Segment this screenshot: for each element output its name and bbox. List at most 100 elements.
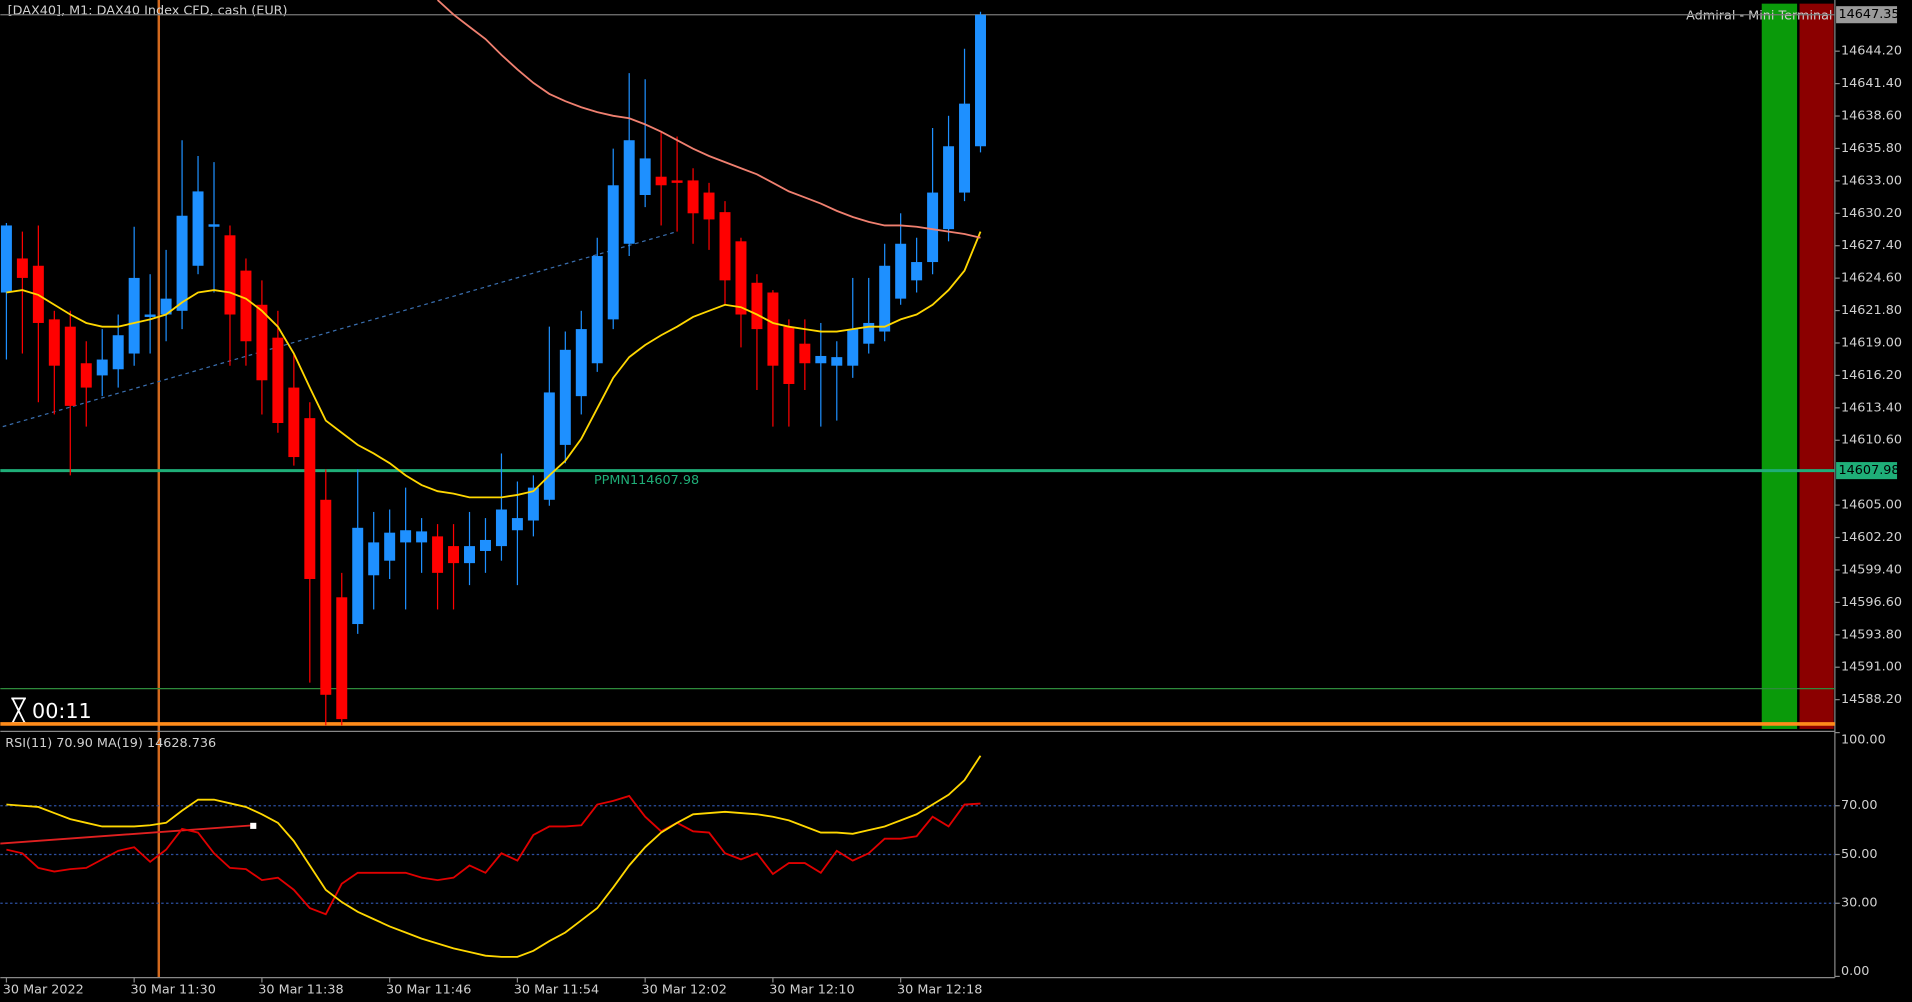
candle-body — [607, 185, 619, 320]
candle-body — [192, 191, 204, 266]
candle-body — [783, 326, 795, 384]
y-tick-label: 14593.80 — [1841, 627, 1902, 642]
candle-body — [208, 224, 220, 227]
y-tick-label: 14596.60 — [1841, 595, 1902, 610]
candle-body — [575, 329, 587, 397]
y-tick-label: 30.00 — [1841, 896, 1878, 911]
y-tick-label: 50.00 — [1841, 847, 1878, 862]
y-tick-label: 14616.20 — [1841, 368, 1902, 383]
candle-body — [48, 319, 60, 366]
candle-body — [959, 103, 971, 193]
candle-body — [240, 270, 252, 342]
candle-body — [368, 542, 380, 576]
y-tick-label: 14605.00 — [1841, 498, 1902, 513]
y-tick-label: 14602.20 — [1841, 530, 1902, 545]
candle-body — [416, 531, 428, 543]
chart-title: [DAX40], M1: DAX40 Index CFD, cash (EUR) — [8, 3, 288, 18]
x-tick-label: 30 Mar 11:46 — [386, 982, 471, 997]
sell-panel[interactable] — [1799, 3, 1834, 729]
candle-body — [16, 258, 28, 278]
moving-average — [436, 0, 981, 239]
candle-body — [719, 212, 731, 281]
candle-body — [224, 235, 236, 315]
candle-body — [432, 536, 444, 573]
candle-body — [479, 539, 491, 551]
y-tick-label: 14641.40 — [1841, 76, 1902, 91]
y-tick-label: 14588.20 — [1841, 692, 1902, 707]
candle-body — [799, 343, 811, 364]
candle-body — [304, 418, 316, 579]
y-tick-label: 14591.00 — [1841, 660, 1902, 675]
y-tick-label: 14613.40 — [1841, 400, 1902, 415]
buy-panel[interactable] — [1761, 3, 1798, 729]
candle-body — [623, 140, 635, 244]
moving-average — [6, 231, 982, 499]
y-tick-label: 100.00 — [1841, 732, 1886, 747]
y-tick-label: 14630.20 — [1841, 206, 1902, 221]
candle-body — [639, 158, 651, 196]
y-tick-label: 14635.80 — [1841, 141, 1902, 156]
candle-body — [927, 192, 939, 263]
y-tick-label: 0.00 — [1841, 964, 1869, 979]
y-tick-label: 14624.60 — [1841, 271, 1902, 286]
candle-body — [0, 225, 12, 293]
y-tick-label: 70.00 — [1841, 798, 1878, 813]
y-tick-label: 14627.40 — [1841, 238, 1902, 253]
candle-body — [160, 298, 172, 315]
candle-body — [703, 192, 715, 220]
indicator-line — [6, 794, 981, 916]
y-tick-label: 14633.00 — [1841, 173, 1902, 188]
y-tick-label: 14621.80 — [1841, 303, 1902, 318]
y-tick-label: 14619.00 — [1841, 335, 1902, 350]
y-tick-label: 14638.60 — [1841, 109, 1902, 124]
candle-body — [352, 527, 364, 625]
candle-body — [128, 277, 140, 354]
x-tick-label: 30 Mar 12:18 — [897, 982, 982, 997]
rsi-title: RSI(11) 70.90 MA(19) 14628.736 — [5, 736, 216, 751]
candle-body — [847, 329, 859, 366]
candle-body — [320, 499, 332, 695]
price-tag-label: 14607.98 — [1839, 463, 1900, 478]
candle-body — [112, 335, 124, 370]
candle-body — [879, 265, 891, 332]
candle-body — [272, 337, 284, 424]
price-tag — [1836, 6, 1898, 24]
candle-body — [559, 349, 571, 445]
candle-body — [655, 176, 667, 186]
candle-body — [895, 243, 907, 299]
y-tick-label: 14644.20 — [1841, 44, 1902, 59]
candle-body — [256, 304, 268, 381]
candle-body — [767, 292, 779, 366]
candle-body — [336, 597, 348, 720]
price-tag-label: 14647.35 — [1839, 7, 1900, 22]
candle-body — [511, 518, 523, 531]
candle-body — [448, 546, 460, 564]
y-tick-label: 14610.60 — [1841, 433, 1902, 448]
candle-body — [975, 14, 986, 147]
candle-body — [543, 392, 555, 500]
candle-body — [735, 241, 747, 315]
candle-body — [176, 215, 188, 311]
candle-body — [671, 180, 683, 183]
level-label: PPMN114607.98 — [594, 473, 699, 488]
trend-handle — [250, 822, 257, 829]
rsi-trend-line — [0, 824, 254, 845]
candle-body — [400, 530, 412, 543]
indicator-line — [6, 755, 982, 958]
y-tick-label: 14599.40 — [1841, 562, 1902, 577]
candle-body — [527, 487, 539, 521]
candle-body — [815, 355, 827, 364]
x-tick-label: 30 Mar 11:30 — [131, 982, 216, 997]
x-tick-label: 30 Mar 12:02 — [642, 982, 727, 997]
candle-body — [591, 256, 603, 364]
candle-body — [687, 180, 699, 214]
x-tick-label: 30 Mar 2022 — [3, 982, 84, 997]
x-tick-label: 30 Mar 11:38 — [258, 982, 343, 997]
price-tag — [1836, 462, 1898, 480]
x-tick-label: 30 Mar 11:54 — [514, 982, 599, 997]
candle-body — [464, 546, 475, 564]
candle-body — [911, 262, 923, 281]
candle-body — [64, 326, 76, 406]
